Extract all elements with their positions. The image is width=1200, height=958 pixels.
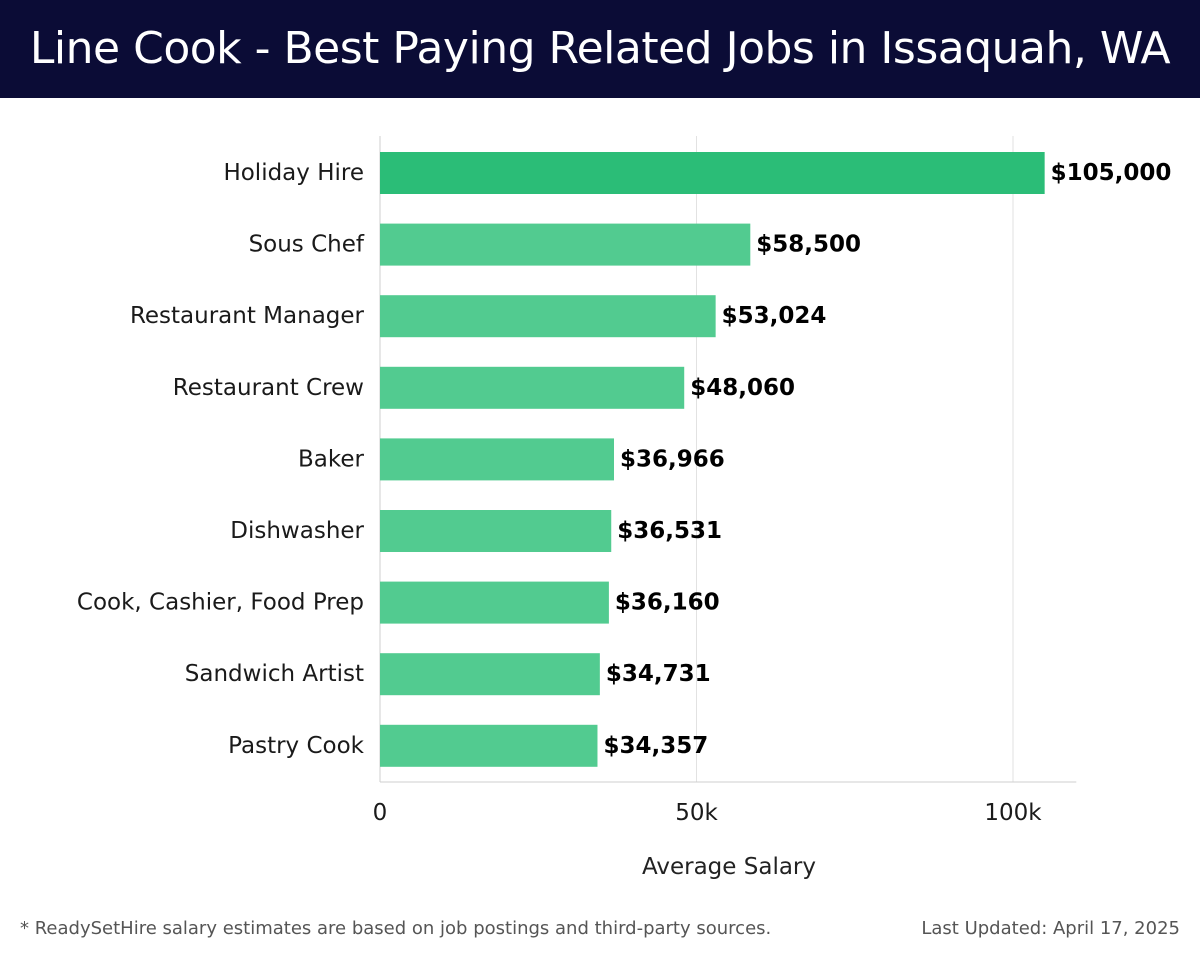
footer-note: * ReadySetHire salary estimates are base… [20, 918, 772, 939]
value-label: $34,731 [606, 661, 711, 687]
value-label: $34,357 [603, 733, 708, 759]
bar [380, 653, 600, 696]
category-label: Pastry Cook [228, 733, 365, 759]
value-labels: $105,000 $58,500 $53,024 $48,060 $36,966 $36,… [603, 160, 1171, 759]
bar [380, 152, 1045, 194]
category-label: Dishwasher [230, 518, 364, 544]
category-label: Restaurant Manager [130, 303, 365, 329]
value-label: $36,966 [620, 446, 725, 472]
bar [380, 581, 609, 624]
category-label: Baker [298, 446, 365, 472]
x-axis-ticks: 0 50k 100k [373, 800, 1043, 826]
bar [380, 366, 685, 409]
header-bar: Line Cook - Best Paying Related Jobs in … [0, 0, 1200, 98]
value-label: $48,060 [690, 375, 795, 401]
x-tick-label: 100k [984, 800, 1042, 826]
category-label: Sandwich Artist [185, 661, 364, 687]
footer-updated: Last Updated: April 17, 2025 [921, 918, 1180, 939]
value-label: $36,160 [615, 590, 720, 616]
value-label: $36,531 [617, 518, 722, 544]
category-label: Restaurant Crew [173, 375, 364, 401]
page-title: Line Cook - Best Paying Related Jobs in … [29, 23, 1171, 74]
bar [380, 510, 612, 552]
x-tick-label: 0 [373, 800, 388, 826]
category-labels: Holiday Hire Sous Chef Restaurant Manager R… [77, 160, 365, 759]
bar-chart: Holiday Hire Sous Chef Restaurant Manager R… [77, 136, 1171, 880]
value-label: $58,500 [756, 232, 861, 258]
category-label: Cook, Cashier, Food Prep [77, 590, 364, 616]
bar [380, 724, 598, 767]
bar [380, 438, 614, 481]
bar [380, 223, 751, 266]
x-tick-label: 50k [675, 800, 718, 826]
bar [380, 295, 716, 338]
x-axis-label: Average Salary [642, 854, 816, 880]
category-label: Sous Chef [249, 232, 365, 258]
category-label: Holiday Hire [223, 160, 364, 186]
bars [380, 152, 1045, 767]
value-label: $53,024 [722, 303, 827, 329]
value-label: $105,000 [1051, 160, 1172, 186]
